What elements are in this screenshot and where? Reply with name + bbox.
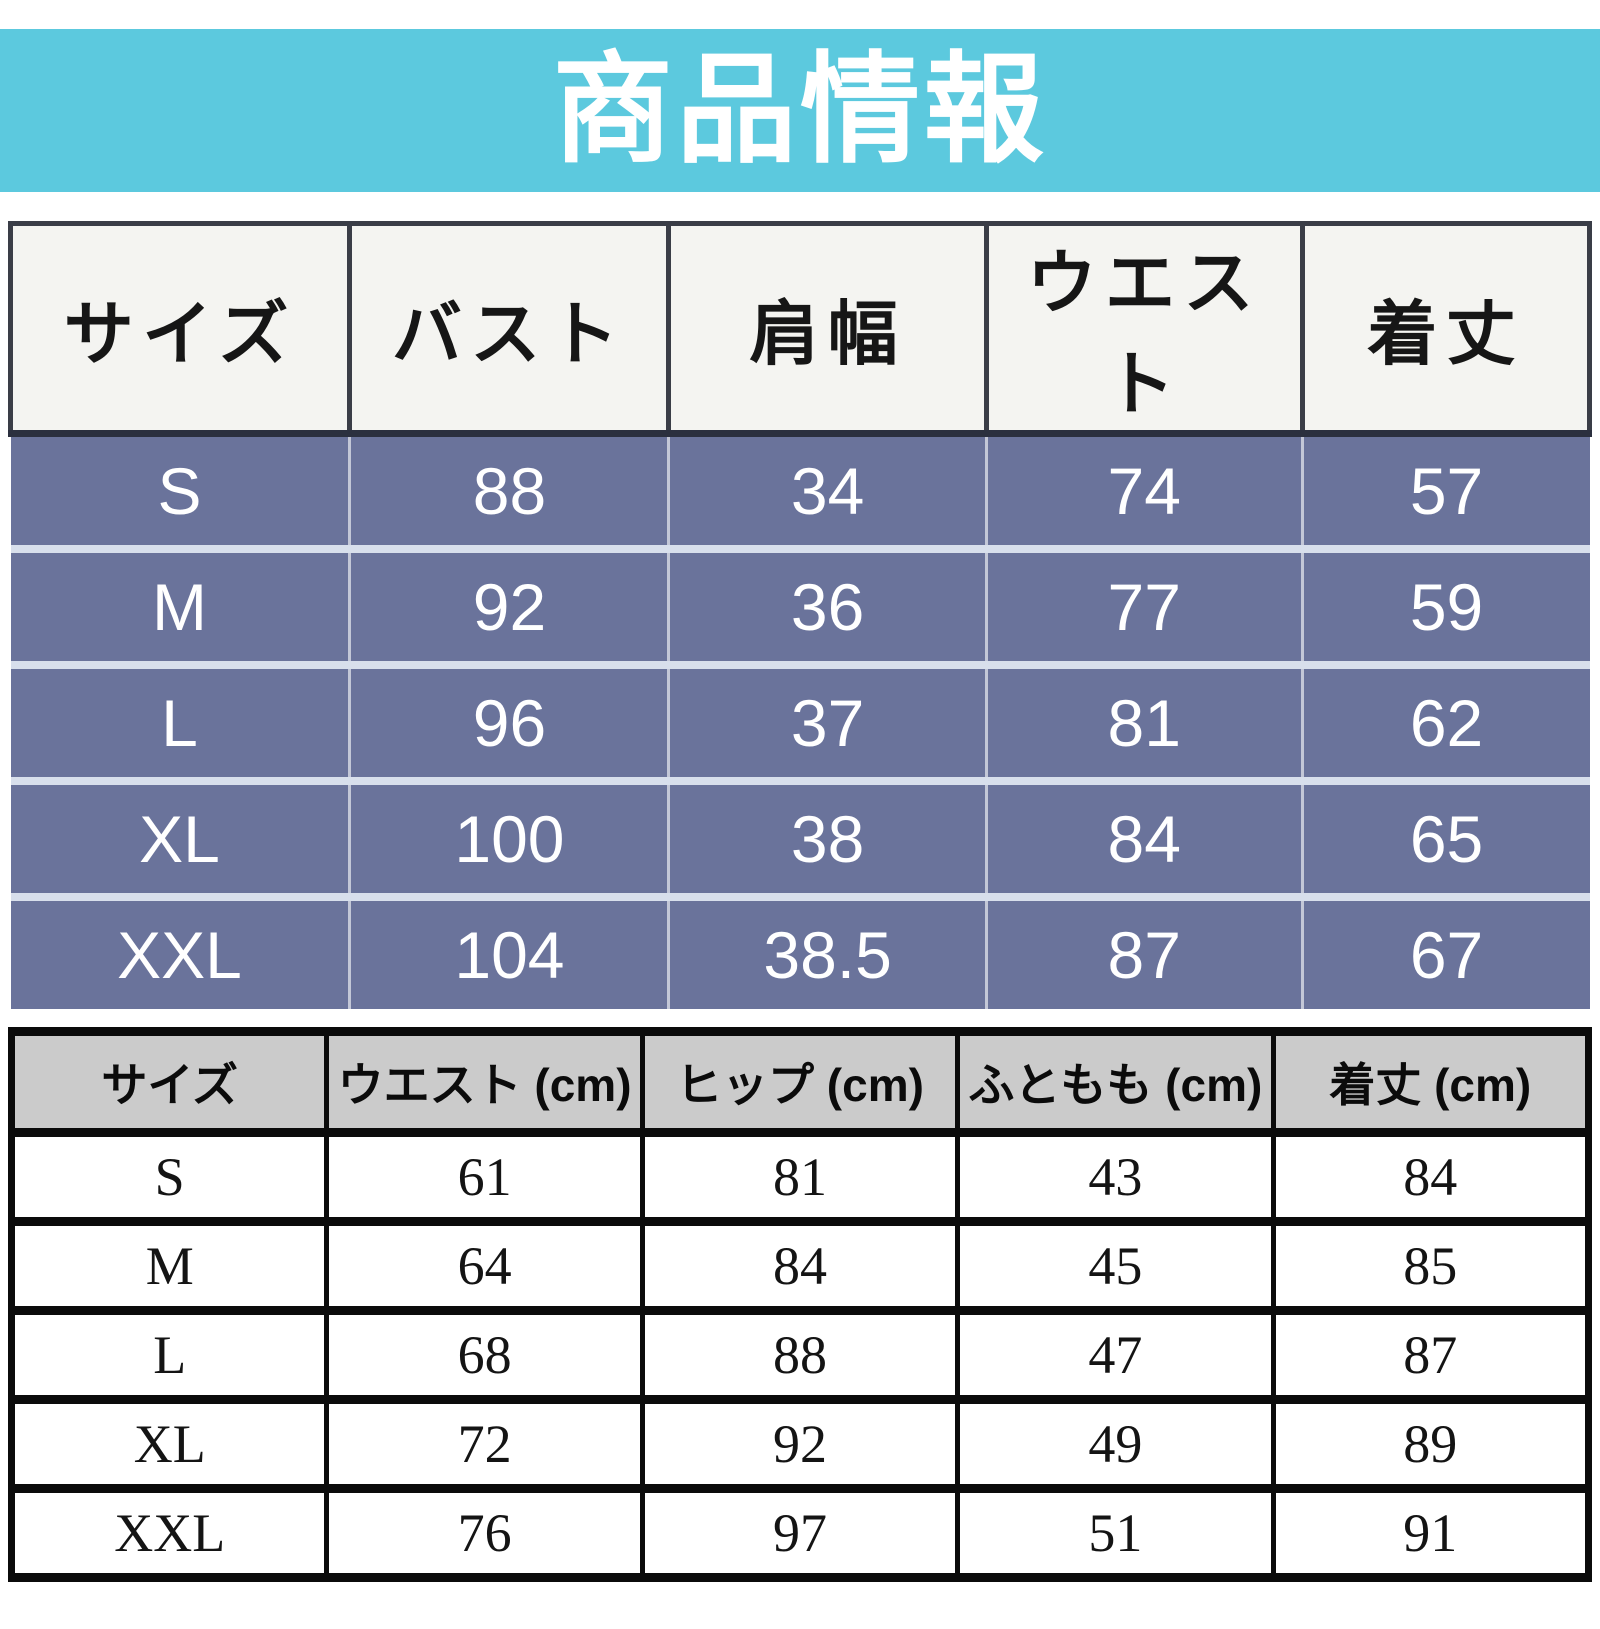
col-header-thigh-cm: ふともも (cm) [955, 1027, 1276, 1137]
waist-value: 84 [984, 777, 1303, 897]
bust-value: 100 [348, 777, 669, 897]
hip-value: 81 [639, 1128, 961, 1226]
waist-value: 87 [984, 893, 1303, 1009]
length-value: 62 [1300, 661, 1590, 781]
size-label: XL [8, 1395, 330, 1493]
size-row-l: L 68 88 47 87 [8, 1306, 1592, 1404]
hip-value: 84 [639, 1217, 961, 1315]
col-header-waist: ウエスト [983, 221, 1305, 437]
length-value: 87 [1270, 1306, 1592, 1404]
hip-value: 97 [639, 1484, 961, 1582]
bust-value: 104 [348, 893, 669, 1009]
size-row-s: S 61 81 43 84 [8, 1128, 1592, 1226]
waist-value: 81 [984, 661, 1303, 781]
size-label: S [10, 433, 350, 549]
col-header-shoulder: 肩幅 [666, 221, 989, 437]
length-value: 65 [1300, 777, 1590, 897]
thigh-value: 51 [955, 1484, 1276, 1582]
length-value: 67 [1300, 893, 1590, 1009]
size-label: XXL [8, 1484, 330, 1582]
length-value: 89 [1270, 1395, 1592, 1493]
shoulder-value: 38 [667, 777, 987, 897]
col-header-length: 着丈 [1299, 221, 1593, 437]
size-row-s: S 88 34 74 57 [10, 433, 1590, 549]
shoulder-value: 36 [667, 545, 987, 665]
size-table-top-header-row: サイズ バスト 肩幅 ウエスト 着丈 [7, 221, 1593, 437]
length-value: 59 [1300, 545, 1590, 665]
col-header-hip-cm: ヒップ (cm) [639, 1027, 961, 1137]
length-value: 57 [1300, 433, 1590, 549]
col-header-size: サイズ [7, 221, 353, 437]
col-header-bust: バスト [347, 221, 672, 437]
length-value: 84 [1270, 1128, 1592, 1226]
size-row-xxl: XXL 76 97 51 91 [8, 1484, 1592, 1582]
product-info-title: 商品情報 [552, 43, 1048, 177]
size-row-xl: XL 100 38 84 65 [10, 777, 1590, 897]
size-label: M [8, 1217, 330, 1315]
size-row-xl: XL 72 92 49 89 [8, 1395, 1592, 1493]
size-table-bottom: サイズ ウエスト (cm) ヒップ (cm) ふともも (cm) 着丈 (cm)… [8, 1027, 1592, 1582]
bust-value: 96 [348, 661, 669, 781]
bust-value: 92 [348, 545, 669, 665]
shoulder-value: 38.5 [667, 893, 987, 1009]
waist-value: 68 [324, 1306, 645, 1404]
size-label: L [8, 1306, 330, 1404]
bust-value: 88 [348, 433, 669, 549]
waist-value: 76 [324, 1484, 645, 1582]
size-label: XXL [10, 893, 350, 1009]
size-label: M [10, 545, 350, 665]
thigh-value: 43 [955, 1128, 1276, 1226]
size-label: XL [10, 777, 350, 897]
hip-value: 92 [639, 1395, 961, 1493]
size-table-top: サイズ バスト 肩幅 ウエスト 着丈 S 88 34 74 57 M 92 36… [7, 221, 1593, 1009]
waist-value: 72 [324, 1395, 645, 1493]
size-row-l: L 96 37 81 62 [10, 661, 1590, 781]
col-header-length-cm: 着丈 (cm) [1270, 1027, 1592, 1137]
waist-value: 74 [984, 433, 1303, 549]
size-row-m: M 64 84 45 85 [8, 1217, 1592, 1315]
length-value: 85 [1270, 1217, 1592, 1315]
waist-value: 61 [324, 1128, 645, 1226]
size-label: S [8, 1128, 330, 1226]
col-header-size: サイズ [8, 1027, 330, 1137]
thigh-value: 49 [955, 1395, 1276, 1493]
waist-value: 77 [984, 545, 1303, 665]
product-info-banner: 商品情報 [0, 29, 1600, 192]
hip-value: 88 [639, 1306, 961, 1404]
thigh-value: 47 [955, 1306, 1276, 1404]
size-row-xxl: XXL 104 38.5 87 67 [10, 893, 1590, 1009]
size-label: L [10, 661, 350, 781]
size-row-m: M 92 36 77 59 [10, 545, 1590, 665]
waist-value: 64 [324, 1217, 645, 1315]
thigh-value: 45 [955, 1217, 1276, 1315]
size-table-bottom-header-row: サイズ ウエスト (cm) ヒップ (cm) ふともも (cm) 着丈 (cm) [8, 1027, 1592, 1137]
length-value: 91 [1270, 1484, 1592, 1582]
shoulder-value: 37 [667, 661, 987, 781]
shoulder-value: 34 [667, 433, 987, 549]
col-header-waist-cm: ウエスト (cm) [324, 1027, 645, 1137]
